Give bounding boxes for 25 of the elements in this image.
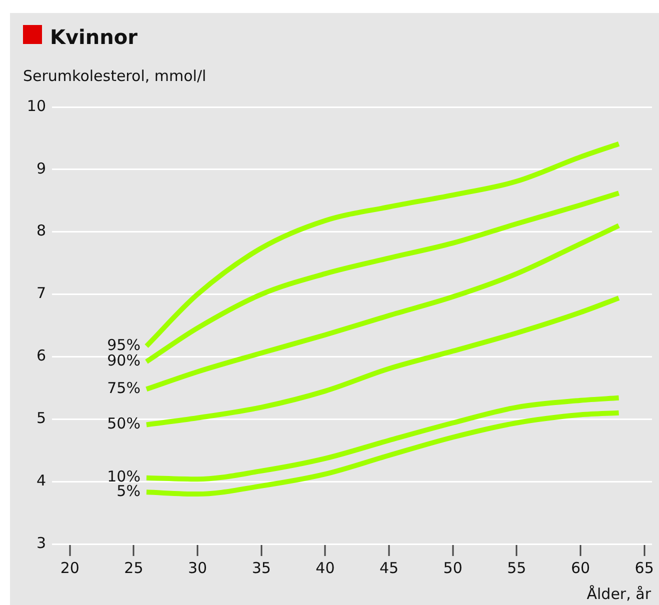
y-tick-label: 3 (36, 534, 46, 552)
x-tick-label: 50 (443, 558, 462, 577)
x-tick-label: 45 (379, 558, 399, 577)
y-tick-label: 5 (36, 409, 46, 428)
series-label: 75% (107, 379, 140, 398)
series-label: 95% (107, 336, 140, 354)
y-axis-title: Serumkolesterol, mmol/l (23, 67, 206, 85)
x-tick-label: 25 (124, 558, 144, 577)
x-tick-label: 30 (188, 558, 208, 577)
x-tick-label: 55 (507, 558, 526, 577)
series-label: 90% (107, 352, 140, 370)
y-tick-label: 7 (36, 284, 46, 302)
x-tick-label: 20 (60, 558, 80, 577)
x-tick-label: 35 (252, 558, 271, 577)
chart-title: Kvinnor (50, 25, 138, 49)
x-axis-title: Ålder, år (586, 585, 651, 603)
x-tick-label: 40 (316, 558, 335, 577)
x-tick-label: 65 (634, 558, 654, 577)
series-label: 50% (107, 414, 140, 433)
y-tick-label: 4 (36, 471, 46, 490)
x-tick-label: 60 (570, 558, 590, 577)
y-tick-label: 8 (36, 222, 46, 240)
y-tick-label: 10 (26, 96, 46, 115)
y-tick-label: 6 (36, 346, 46, 365)
y-tick-label: 9 (36, 159, 46, 178)
